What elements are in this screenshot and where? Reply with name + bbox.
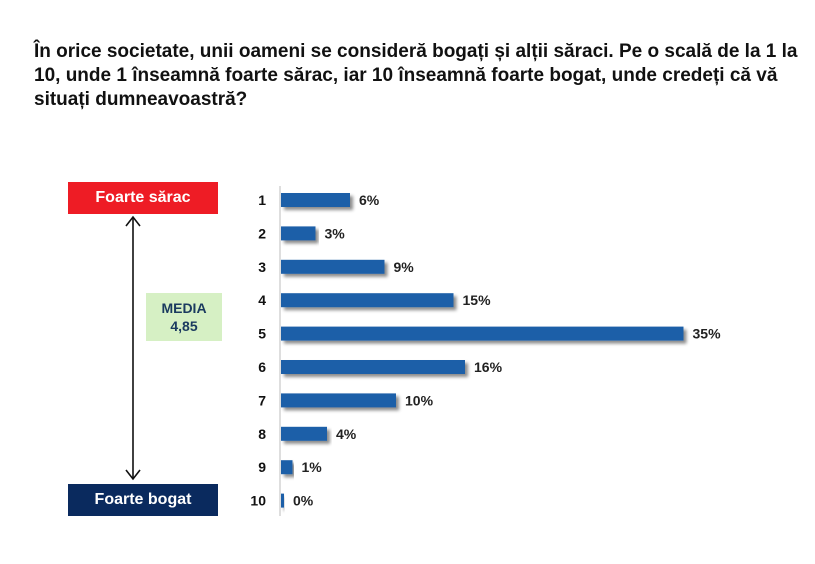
bar-value-label: 15%	[463, 292, 492, 308]
bar	[281, 460, 293, 475]
scale-top-label-very-poor: Foarte sărac	[68, 182, 218, 214]
scale-bottom-label-very-rich: Foarte bogat	[68, 484, 218, 516]
category-tick-label: 10	[250, 493, 266, 509]
question-title: În orice societate, unii oameni se consi…	[34, 41, 798, 110]
bar	[281, 326, 684, 341]
bar	[281, 493, 284, 508]
bar-value-label: 4%	[336, 426, 357, 442]
bar-value-label: 35%	[693, 326, 722, 342]
category-tick-label: 1	[258, 192, 266, 208]
bar	[281, 226, 316, 241]
mean-value: 4,85	[170, 318, 198, 334]
bar-value-label: 3%	[325, 225, 346, 241]
bar-value-label: 9%	[394, 259, 415, 275]
category-tick-label: 4	[258, 292, 266, 308]
bar-value-label: 0%	[293, 493, 314, 509]
bar	[281, 360, 465, 374]
mean-label: MEDIA	[161, 300, 207, 316]
bar	[281, 193, 350, 207]
category-tick-label: 9	[258, 459, 266, 475]
bar-value-label: 10%	[405, 392, 434, 408]
category-tick-label: 2	[258, 225, 266, 241]
bar	[281, 293, 454, 308]
bar	[281, 259, 385, 274]
category-tick-label: 5	[258, 326, 266, 342]
category-tick-label: 7	[258, 392, 266, 408]
bar-value-label: 6%	[359, 192, 380, 208]
bar	[281, 426, 327, 441]
bar	[281, 393, 396, 408]
mean-box: MEDIA 4,85	[146, 293, 222, 341]
category-tick-label: 6	[258, 359, 266, 375]
category-tick-label: 3	[258, 259, 266, 275]
bar-value-label: 1%	[302, 459, 323, 475]
scale-double-arrow-icon	[125, 215, 141, 481]
category-tick-label: 8	[258, 426, 266, 442]
bar-value-label: 16%	[474, 359, 503, 375]
